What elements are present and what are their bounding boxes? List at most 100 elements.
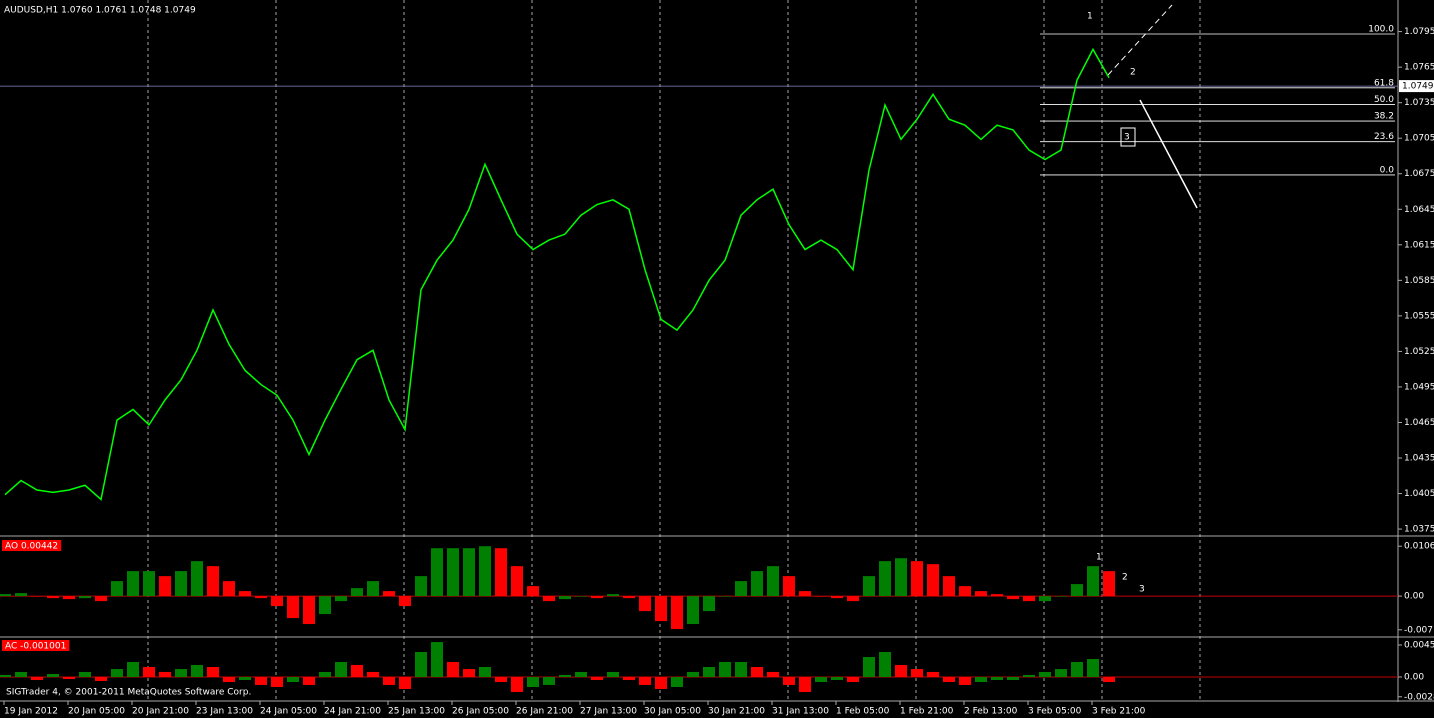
indicator-label-box [2, 640, 70, 651]
histogram-bar [831, 596, 843, 599]
histogram-bar [927, 564, 939, 597]
histogram-bar [111, 581, 123, 597]
histogram-bar [799, 591, 811, 597]
histogram-bar [303, 677, 315, 685]
histogram-bar [751, 571, 763, 597]
y-tick-label: -0.00719 [1404, 625, 1434, 635]
histogram-bar [559, 674, 571, 678]
fibo-label: 0.0 [1380, 165, 1395, 175]
histogram-bar [255, 596, 267, 599]
histogram-bar [159, 576, 171, 597]
histogram-bar [63, 677, 75, 680]
y-tick-label: 0.01065 [1404, 542, 1434, 552]
histogram-bar [863, 657, 875, 678]
histogram-bar [351, 588, 363, 597]
histogram-bar [431, 548, 443, 597]
histogram-bar [495, 677, 507, 683]
time-label: 20 Jan 21:00 [132, 707, 189, 717]
histogram-bar [959, 677, 971, 685]
y-tick-label: 1.0555 [1404, 311, 1434, 321]
histogram-bar [335, 661, 347, 678]
histogram-bar [719, 661, 731, 678]
wave-label: 2 [1130, 68, 1136, 78]
histogram-bar [287, 677, 299, 683]
histogram-bar [623, 677, 635, 681]
fibo-label: 38.2 [1374, 112, 1394, 122]
histogram-bar [0, 674, 11, 678]
histogram-bar [1023, 674, 1035, 678]
histogram-bar [1039, 671, 1051, 678]
histogram-bar [991, 594, 1003, 597]
histogram-bar [751, 667, 763, 678]
histogram-bar [623, 596, 635, 599]
histogram-bar [815, 677, 827, 683]
histogram-bar [1087, 566, 1099, 597]
histogram-bar [47, 673, 59, 678]
histogram-bar [1087, 659, 1099, 678]
y-tick-label: 0.00 [1404, 592, 1424, 602]
histogram-bar [191, 561, 203, 597]
histogram-bar [943, 677, 955, 683]
time-label: 27 Jan 13:00 [580, 707, 637, 717]
time-label: 30 Jan 05:00 [644, 707, 701, 717]
histogram-bar [271, 677, 283, 687]
histogram-bar [79, 596, 91, 599]
histogram-bar [527, 586, 539, 597]
y-tick-label: 0.00458 [1404, 640, 1434, 650]
histogram-bar [1007, 596, 1019, 600]
histogram-bar [479, 546, 491, 597]
histogram-bar [255, 677, 267, 685]
histogram-bar [31, 596, 43, 597]
histogram-bar [591, 677, 603, 681]
histogram-bar [207, 566, 219, 597]
histogram-bar [319, 596, 331, 615]
histogram-bar [367, 671, 379, 678]
histogram-bar [0, 594, 11, 597]
histogram-bar [1055, 669, 1067, 678]
symbol-header: AUDUSD,H1 1.0760 1.0761 1.0748 1.0749 [4, 6, 196, 16]
histogram-bar [223, 677, 235, 683]
histogram-bar [351, 664, 363, 678]
time-label: 25 Jan 13:00 [388, 707, 445, 717]
histogram-bar [671, 677, 683, 687]
histogram-bar [959, 586, 971, 597]
histogram-bar [799, 677, 811, 693]
histogram-bar [831, 677, 843, 681]
histogram-bar [655, 596, 667, 622]
histogram-bar [383, 677, 395, 685]
histogram-bar [335, 596, 347, 602]
y-tick-label: 1.0645 [1404, 205, 1434, 215]
histogram-bar [911, 669, 923, 678]
time-label: 3 Feb 21:00 [1092, 707, 1146, 717]
histogram-bar [15, 593, 27, 597]
histogram-bar [479, 667, 491, 678]
histogram-bar [1007, 677, 1019, 681]
y-tick-label: 1.0465 [1404, 418, 1434, 428]
time-label: 30 Jan 21:00 [708, 707, 765, 717]
histogram-bar [415, 651, 427, 678]
fibo-label: 100.0 [1368, 24, 1394, 34]
histogram-bar [719, 596, 731, 597]
histogram-bar [399, 596, 411, 607]
histogram-bar [239, 591, 251, 597]
histogram-bar [783, 677, 795, 685]
histogram-bar [607, 594, 619, 597]
histogram-bar [127, 571, 139, 597]
histogram-bar [639, 596, 651, 612]
fibo-label: 23.6 [1374, 132, 1394, 142]
time-label: 2 Feb 13:00 [964, 707, 1018, 717]
time-label: 19 Jan 2012 [4, 707, 58, 717]
y-tick-label: 1.0795 [1404, 27, 1434, 37]
wave-label: 1 [1087, 12, 1093, 22]
y-tick-label: 1.0585 [1404, 276, 1434, 286]
histogram-bar [895, 664, 907, 678]
time-label: 31 Jan 13:00 [772, 707, 829, 717]
histogram-bar [399, 677, 411, 690]
wave-box [1120, 127, 1136, 147]
y-tick-label: 1.0765 [1404, 63, 1434, 73]
time-label: 1 Feb 21:00 [900, 707, 954, 717]
time-label: 1 Feb 05:00 [836, 707, 890, 717]
